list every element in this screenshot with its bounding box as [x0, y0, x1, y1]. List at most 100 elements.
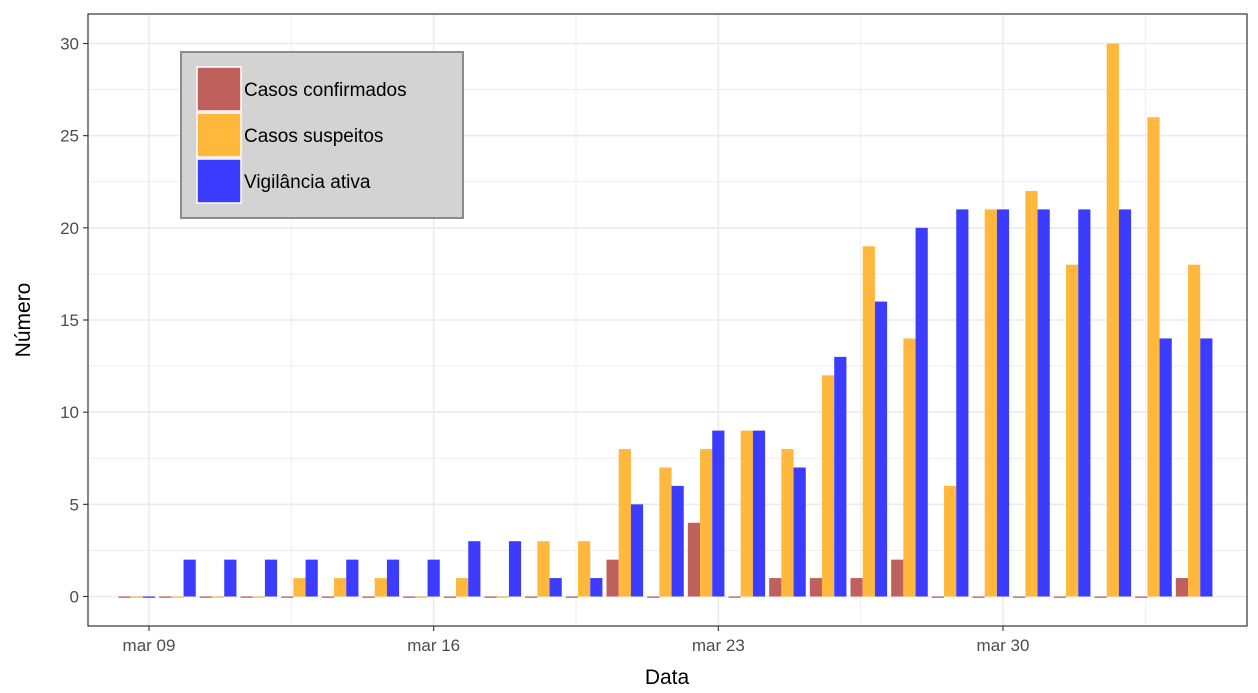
x-axis: mar 09 mar 16 mar 23 mar 30 — [123, 626, 1030, 655]
bar — [118, 596, 131, 598]
bar — [525, 596, 538, 598]
bar — [862, 246, 875, 597]
bar — [618, 449, 631, 597]
bar — [212, 596, 225, 598]
y-tick-label: 25 — [60, 127, 79, 146]
bar — [996, 209, 1010, 597]
bar — [590, 578, 603, 597]
legend-key — [196, 112, 242, 158]
bar — [362, 596, 375, 598]
y-tick-label: 15 — [60, 311, 79, 330]
bar — [142, 596, 156, 598]
bar — [1037, 209, 1050, 597]
bar — [264, 559, 278, 597]
bar — [834, 356, 847, 597]
bar — [630, 504, 644, 597]
bar — [374, 578, 387, 597]
bar — [874, 301, 888, 597]
bar — [972, 596, 985, 598]
bar — [1106, 43, 1119, 597]
bar — [1147, 117, 1160, 597]
y-tick-label: 5 — [70, 495, 79, 514]
x-tick-label: mar 30 — [977, 636, 1030, 655]
y-tick-label: 20 — [60, 219, 79, 238]
bar — [700, 449, 713, 597]
bar — [130, 596, 143, 598]
bar — [1135, 596, 1148, 598]
bar — [171, 596, 184, 598]
bar — [456, 578, 469, 597]
bar — [415, 596, 428, 598]
bar — [728, 596, 741, 598]
bar — [1053, 596, 1067, 598]
bar — [1078, 209, 1091, 597]
bar — [931, 596, 945, 598]
x-tick-label: mar 09 — [123, 636, 176, 655]
bar — [956, 209, 969, 597]
bar — [1188, 264, 1201, 597]
bar — [944, 485, 957, 597]
bar — [850, 578, 863, 597]
bar — [740, 430, 753, 597]
bar — [549, 578, 562, 597]
bar — [647, 596, 660, 598]
bar — [891, 559, 904, 597]
bar — [687, 522, 701, 597]
bar — [508, 541, 522, 597]
bar — [659, 467, 672, 597]
bar — [240, 596, 253, 598]
bar — [606, 559, 619, 597]
y-tick-label: 30 — [60, 34, 79, 53]
bar — [1013, 596, 1026, 598]
bar — [984, 209, 997, 597]
legend-key — [196, 66, 242, 112]
bar — [671, 485, 684, 597]
bar — [578, 541, 591, 597]
bar — [1118, 209, 1132, 597]
bar — [305, 559, 318, 597]
bar — [159, 596, 172, 598]
bar — [293, 578, 306, 597]
bar — [903, 338, 916, 597]
bar — [496, 596, 509, 598]
bar — [1159, 338, 1172, 597]
x-tick-label: mar 16 — [407, 636, 460, 655]
legend-label: Vigilância ativa — [244, 172, 371, 193]
y-axis-title: Número — [12, 283, 35, 358]
bar — [1200, 338, 1213, 597]
y-axis: 0 5 10 15 20 25 30 — [60, 34, 88, 607]
bar — [769, 578, 782, 597]
bar — [484, 596, 497, 598]
bar — [752, 430, 766, 597]
x-axis-title: Data — [645, 666, 690, 689]
bar — [1094, 596, 1107, 598]
bar — [334, 578, 347, 597]
bar — [224, 559, 237, 597]
bars — [118, 43, 1213, 598]
bar — [565, 596, 579, 598]
bar — [537, 541, 550, 597]
bar — [427, 559, 440, 597]
legend-label: Casos suspeitos — [244, 126, 383, 147]
bar — [1025, 190, 1038, 597]
bar — [809, 578, 823, 597]
bar — [468, 541, 481, 597]
bar — [403, 596, 416, 598]
bar — [793, 467, 806, 597]
bar — [386, 559, 400, 597]
y-tick-label: 0 — [70, 588, 79, 607]
bar — [915, 227, 928, 597]
bar — [183, 559, 196, 597]
bar — [281, 596, 294, 598]
bar — [1175, 578, 1189, 597]
y-tick-label: 10 — [60, 403, 79, 422]
bar — [346, 559, 359, 597]
bar — [443, 596, 457, 598]
legend-label: Casos confirmados — [244, 80, 407, 101]
legend-key — [196, 158, 242, 204]
x-tick-label: mar 23 — [692, 636, 745, 655]
bar — [252, 596, 265, 598]
bar — [712, 430, 725, 597]
bar — [822, 375, 835, 597]
